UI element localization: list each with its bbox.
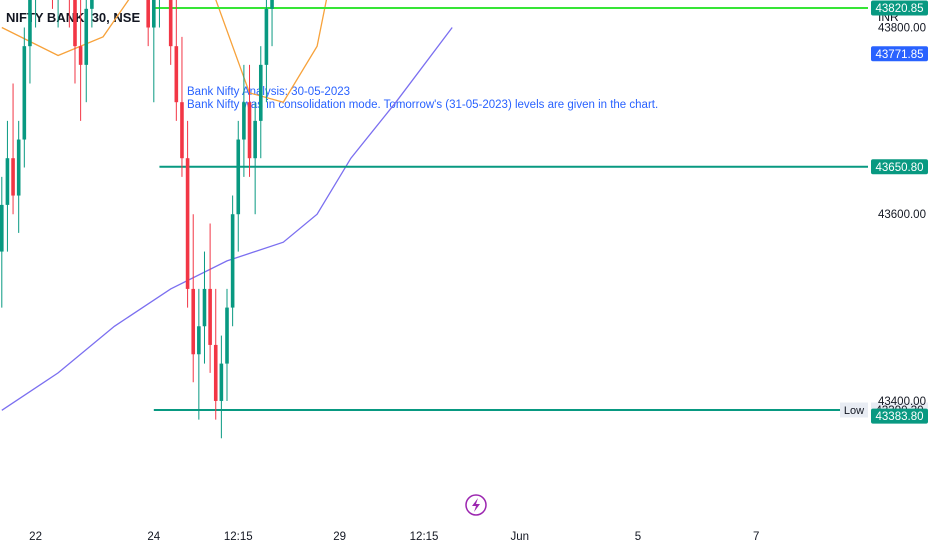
chart-overlay	[465, 494, 487, 516]
price-tick-label: 43600.00	[878, 209, 926, 221]
price-tag	[871, 46, 928, 62]
candle-body	[270, 0, 274, 9]
candle-body	[73, 0, 77, 47]
candle-body	[90, 0, 94, 9]
level-side-tag	[840, 402, 868, 418]
candle-body	[84, 8, 89, 65]
price-tick-label: 43800.00	[878, 23, 926, 35]
candle-body	[264, 8, 269, 65]
candle-body	[197, 326, 201, 355]
price-tick-label: 43400.00	[878, 396, 926, 408]
moving-average-line	[1, 27, 453, 411]
candle-body	[0, 204, 4, 252]
analysis-note-line2: Bank Nifty was in consolidation mode. To…	[187, 99, 659, 111]
price-tag-label: 43383.80	[876, 411, 924, 423]
candle-body	[11, 158, 15, 196]
candle-body	[213, 344, 218, 401]
time-tick-label: 5	[635, 531, 641, 543]
candle-body	[16, 139, 21, 196]
symbol-title: NIFTY BANK, 30, NSE	[6, 10, 141, 25]
price-tag	[871, 408, 928, 424]
candles	[0, 0, 274, 439]
price-axis: 43400.00 43600.00 43800.00	[878, 23, 926, 408]
candle-body	[174, 46, 179, 103]
candle-body	[236, 139, 241, 215]
candle-body	[152, 0, 156, 28]
time-tick-label: 7	[753, 531, 759, 543]
candle-body	[5, 158, 10, 205]
candle-body	[219, 363, 224, 401]
candle-body	[185, 158, 190, 289]
level-side-label: Low	[844, 405, 864, 417]
time-tick-label: 12:15	[410, 531, 439, 543]
price-tag-label: 43650.80	[876, 162, 924, 174]
candle-body	[191, 288, 196, 355]
price-tag	[871, 0, 928, 16]
candle-body	[180, 102, 184, 159]
candle-body	[225, 307, 229, 364]
price-levels: 44791.0544536.5044531.15High44498.604445…	[153, 0, 928, 424]
price-tag-label: 43820.85	[876, 3, 924, 15]
lightning-icon-bolt	[472, 498, 480, 512]
time-tick-label: 24	[147, 531, 160, 543]
analysis-note-line1: Bank Nifty Analysis: 30-05-2023	[187, 86, 351, 98]
candle-body	[22, 46, 27, 140]
candle-body	[247, 102, 252, 159]
candle-body	[208, 288, 212, 345]
analysis-note: Bank Nifty Analysis: 30-05-2023 Bank Nif…	[187, 86, 658, 112]
time-tick-label: 12:15	[224, 531, 253, 543]
time-tick-label: 29	[333, 531, 346, 543]
price-tag	[871, 159, 928, 175]
price-tag-label: 43771.85	[876, 49, 924, 61]
candle-body	[258, 64, 263, 121]
candle-body	[253, 120, 257, 159]
candle-body	[28, 0, 32, 47]
candle-body	[230, 214, 235, 308]
candle-body	[78, 46, 83, 65]
candle-body	[242, 102, 246, 140]
time-tick-label: Jun	[510, 531, 529, 543]
time-tick-label: 22	[29, 531, 42, 543]
candle-body	[168, 0, 173, 47]
time-axis: 22 24 12:15 29 12:15 Jun 5 7	[29, 531, 759, 543]
candle-body	[146, 0, 150, 28]
candle-body	[202, 288, 207, 327]
